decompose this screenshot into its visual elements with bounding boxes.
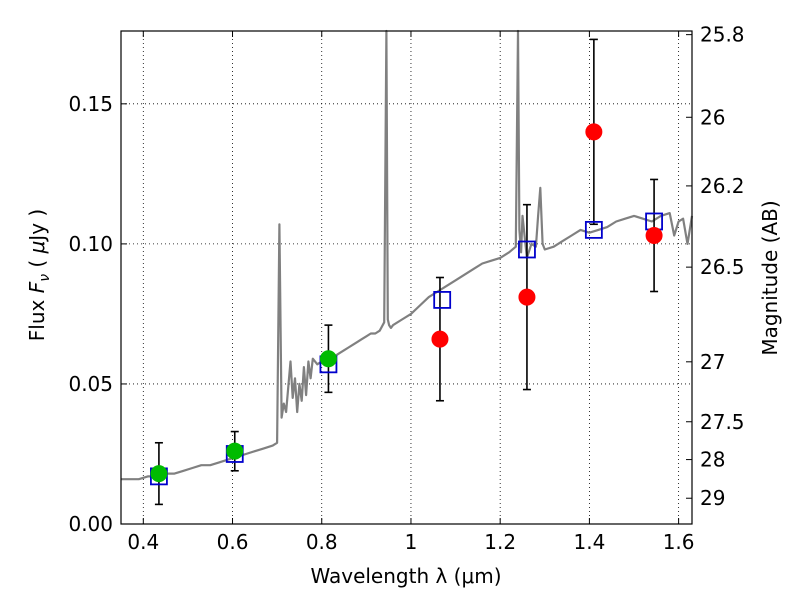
- y2-tick-label: 27.5: [700, 410, 745, 434]
- y-tick-label: 0.10: [68, 232, 113, 256]
- x-ticks: 0.4 0.6 0.8 1 1.2 1.4 1.6: [127, 31, 695, 554]
- model-band-square: [518, 240, 536, 259]
- observed-points: [150, 123, 663, 483]
- detection-point: [226, 442, 244, 460]
- y-axis-label-text: Flux: [25, 293, 49, 341]
- y-axis-label-unit-open: (: [25, 253, 49, 274]
- y-ticks: 0.00 0.05 0.10 0.15: [68, 92, 127, 536]
- model-band-squares: [150, 212, 663, 486]
- plot-frame: [120, 30, 693, 525]
- y-tick-label: 0.00: [68, 512, 113, 536]
- y2-ticks: 25.8 26 26.2 26.5 27 27.5 28 29: [686, 23, 745, 510]
- x-tick-label: 0.8: [306, 530, 338, 554]
- x-axis-label: Wavelength λ (μm): [310, 564, 501, 588]
- low-significance-point: [585, 123, 603, 141]
- y-tick-label: 0.05: [68, 372, 113, 396]
- model-spectrum: [121, 29, 694, 481]
- y2-tick-label: 26.2: [700, 174, 745, 198]
- error-bars: [154, 38, 659, 506]
- y-axis-label-unit-mu: μ: [25, 241, 49, 255]
- x-tick-label: 1: [405, 530, 418, 554]
- y-axis-label-unit-rest: Jy ): [25, 209, 49, 243]
- y-axis-label-symbol: F: [25, 281, 49, 293]
- model-band-square: [433, 291, 452, 309]
- y-tick-label: 0.15: [68, 92, 113, 116]
- x-tick-label: 1.6: [663, 530, 695, 554]
- x-tick-label: 1.4: [573, 530, 605, 554]
- y2-axis-label: Magnitude (AB): [758, 200, 782, 355]
- detection-point: [150, 465, 168, 483]
- detection-point: [319, 350, 337, 368]
- y2-tick-label: 29: [700, 486, 725, 510]
- y2-tick-label: 26.5: [700, 255, 745, 279]
- x-tick-label: 0.4: [127, 530, 159, 554]
- y2-tick-label: 28: [700, 448, 725, 472]
- model-band-square: [584, 220, 603, 239]
- y2-tick-label: 25.8: [700, 23, 745, 47]
- y2-tick-label: 26: [700, 105, 725, 129]
- y-axis-label-subscript: ν: [37, 274, 53, 282]
- low-significance-point: [518, 288, 536, 306]
- low-significance-point: [431, 330, 449, 348]
- low-significance-point: [645, 226, 663, 244]
- y-axis-label: Flux Fν ( μJy ): [25, 209, 53, 341]
- y2-tick-label: 27: [700, 350, 725, 374]
- x-tick-label: 1.2: [484, 530, 516, 554]
- spectrum-line: [121, 29, 694, 481]
- x-tick-label: 0.6: [217, 530, 249, 554]
- grid: [121, 31, 692, 525]
